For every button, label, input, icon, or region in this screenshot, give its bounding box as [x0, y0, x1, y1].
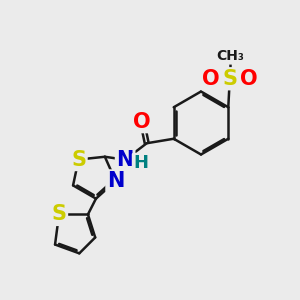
Text: S: S: [52, 204, 67, 224]
Text: S: S: [225, 49, 235, 63]
Text: O: O: [240, 69, 257, 89]
Text: S: S: [71, 149, 86, 170]
Text: N: N: [116, 150, 134, 170]
Text: S: S: [230, 55, 231, 56]
Text: H: H: [133, 154, 148, 172]
Text: N: N: [107, 171, 124, 191]
Text: S: S: [229, 56, 230, 57]
Text: S: S: [222, 69, 237, 89]
Text: CH₃: CH₃: [216, 49, 244, 63]
Text: O: O: [134, 112, 151, 132]
Text: O: O: [202, 69, 220, 89]
